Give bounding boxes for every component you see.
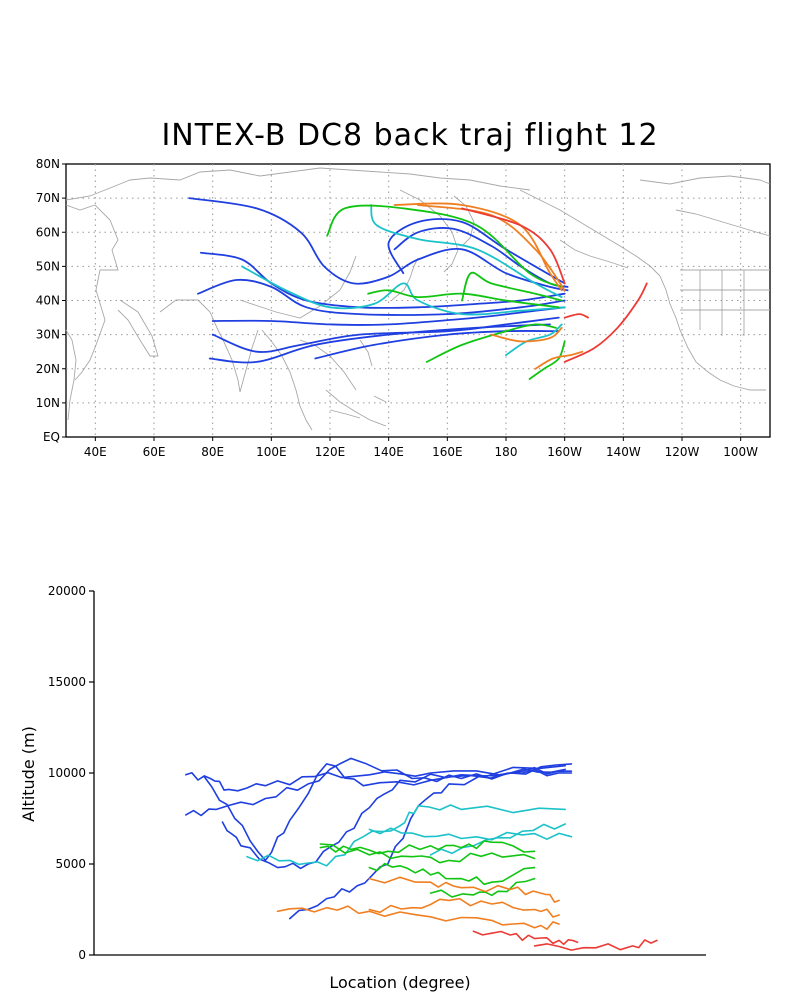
coastlines — [65, 167, 771, 431]
map-x-tick-label: 140W — [606, 445, 641, 459]
map-trajectory-cyan — [370, 204, 563, 298]
map-y-tick-label: 10N — [36, 396, 60, 410]
map-trajectory-green — [326, 204, 563, 288]
map-trajectory-blue — [208, 323, 551, 364]
map-x-tick-label: 120E — [315, 445, 346, 459]
map-x-tick-label: 80E — [201, 445, 224, 459]
map-trajectory-cyan — [505, 323, 563, 356]
map-x-tick-label: 180 — [495, 445, 518, 459]
map-trajectories — [188, 197, 648, 380]
map-x-tick-label: 160E — [432, 445, 463, 459]
altitude-line-blue — [185, 766, 573, 792]
altitude-line-orange — [276, 905, 560, 930]
altitude-line-green — [319, 840, 536, 855]
y-tick-label: 0 — [78, 948, 86, 962]
map-x-tick-label: 140E — [373, 445, 404, 459]
map-trajectory-cyan — [241, 265, 566, 316]
map-trajectory-blue — [211, 316, 560, 353]
map-x-tick-label: 100E — [256, 445, 287, 459]
map-trajectory-green — [425, 323, 557, 363]
map-x-tick-label: 120W — [665, 445, 700, 459]
altitude-line-orange — [368, 897, 560, 918]
y-axis-label: Altitude (m) — [19, 726, 38, 822]
map-trajectory-red — [563, 313, 589, 319]
x-axis-label: Location (degree) — [329, 973, 470, 992]
y-tick-label: 10000 — [48, 766, 86, 780]
map-y-tick-label: 40N — [36, 294, 60, 308]
altitude-line-red — [533, 939, 658, 951]
map-x-tick-label: 60E — [143, 445, 166, 459]
map-panel: 40E 60E 80E 100E 120E 140E 160E 180 160W 140W 120W… — [36, 157, 771, 459]
map-y-tick-label: EQ — [43, 430, 60, 444]
altitude-line-red — [472, 930, 579, 946]
altitude-series — [185, 757, 658, 951]
altitude-line-cyan — [429, 823, 566, 856]
map-trajectory-blue — [188, 197, 569, 292]
map-trajectory-orange — [490, 326, 563, 343]
map-trajectory-green — [367, 289, 560, 309]
altitude-line-blue — [221, 764, 566, 870]
map-trajectory-green — [528, 340, 566, 380]
map-trajectory-blue — [314, 330, 560, 360]
y-tick-label: 20000 — [48, 584, 86, 598]
map-tick-labels: 40E 60E 80E 100E 120E 140E 160E 180 160W 140W 120W… — [36, 157, 758, 459]
map-trajectory-green — [461, 271, 563, 302]
y-tick-label: 15000 — [48, 675, 86, 689]
altitude-line-green — [319, 843, 536, 864]
altitude-line-green — [368, 862, 536, 886]
map-trajectory-blue — [211, 306, 566, 326]
altitude-panel: 0 5000 10000 15000 20000 Altitude (m) Locati… — [19, 584, 706, 992]
y-tick-label: 5000 — [55, 857, 86, 871]
map-trajectory-blue — [197, 278, 566, 316]
map-x-tick-label: 40E — [84, 445, 107, 459]
map-y-tick-label: 50N — [36, 259, 60, 273]
altitude-line-cyan — [246, 804, 566, 867]
map-x-tick-label: 100W — [723, 445, 758, 459]
map-trajectory-blue — [387, 218, 566, 285]
map-y-tick-label: 70N — [36, 191, 60, 205]
map-trajectory-red — [461, 207, 566, 285]
map-y-tick-label: 30N — [36, 328, 60, 342]
y-axis-ticks: 0 5000 10000 15000 20000 — [48, 584, 94, 962]
map-y-tick-label: 20N — [36, 362, 60, 376]
map-y-tick-label: 80N — [36, 157, 60, 171]
map-trajectory-red — [563, 282, 648, 363]
altitude-line-blue — [289, 763, 573, 920]
altitude-line-cyan — [368, 827, 573, 841]
map-y-tick-label: 60N — [36, 225, 60, 239]
chart-title: INTEX-B DC8 back traj flight 12 — [161, 118, 659, 153]
altitude-line-blue — [203, 763, 566, 862]
map-trajectory-orange — [417, 204, 566, 292]
map-trajectory-orange — [534, 350, 584, 370]
map-x-tick-label: 160W — [547, 445, 582, 459]
altitude-line-orange — [368, 876, 560, 903]
